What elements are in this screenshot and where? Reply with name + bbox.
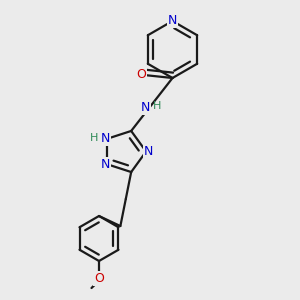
Text: N: N: [100, 132, 110, 145]
Text: N: N: [100, 158, 110, 171]
Text: N: N: [168, 14, 177, 28]
Text: N: N: [141, 101, 151, 114]
Text: H: H: [90, 133, 98, 142]
Text: O: O: [94, 272, 104, 285]
Text: O: O: [137, 68, 146, 82]
Text: N: N: [144, 145, 153, 158]
Text: H: H: [152, 101, 161, 111]
